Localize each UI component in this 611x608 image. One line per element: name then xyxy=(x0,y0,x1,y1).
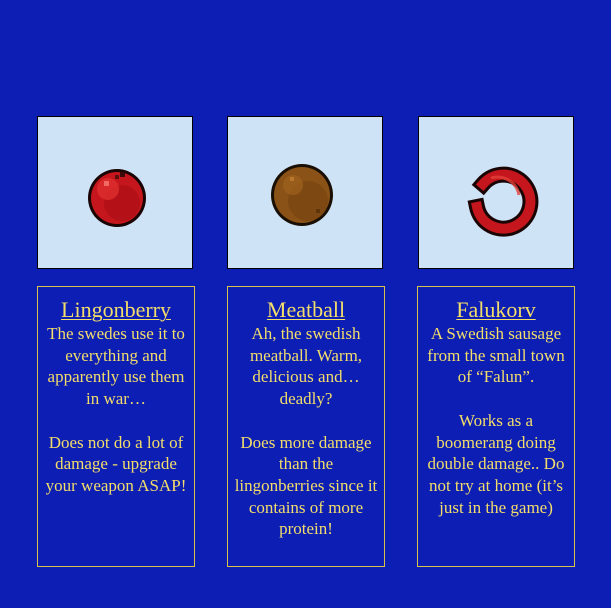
falukorv-title: Falukorv xyxy=(456,297,536,322)
lingonberry-image-panel xyxy=(37,116,193,269)
meatball-icon xyxy=(271,164,333,226)
falukorv-icon xyxy=(467,166,539,237)
lingonberry-icon xyxy=(88,169,146,227)
meatball-image-panel xyxy=(227,116,383,269)
lingonberry-description-card: Lingonberry The swedes use it to everyth… xyxy=(37,286,195,567)
lingonberry-description: The swedes use it to everything and appa… xyxy=(45,324,187,495)
falukorv-image-panel xyxy=(418,116,574,269)
falukorv-description-card: Falukorv A Swedish sausage from the smal… xyxy=(417,286,575,567)
lingonberry-title: Lingonberry xyxy=(61,297,171,322)
meatball-title: Meatball xyxy=(266,297,346,322)
meatball-description: Ah, the swedish meatball. Warm, deliciou… xyxy=(234,324,378,539)
falukorv-description: A Swedish sausage from the small town of… xyxy=(427,324,565,517)
meatball-description-card: Meatball Ah, the swedish meatball. Warm,… xyxy=(227,286,385,567)
